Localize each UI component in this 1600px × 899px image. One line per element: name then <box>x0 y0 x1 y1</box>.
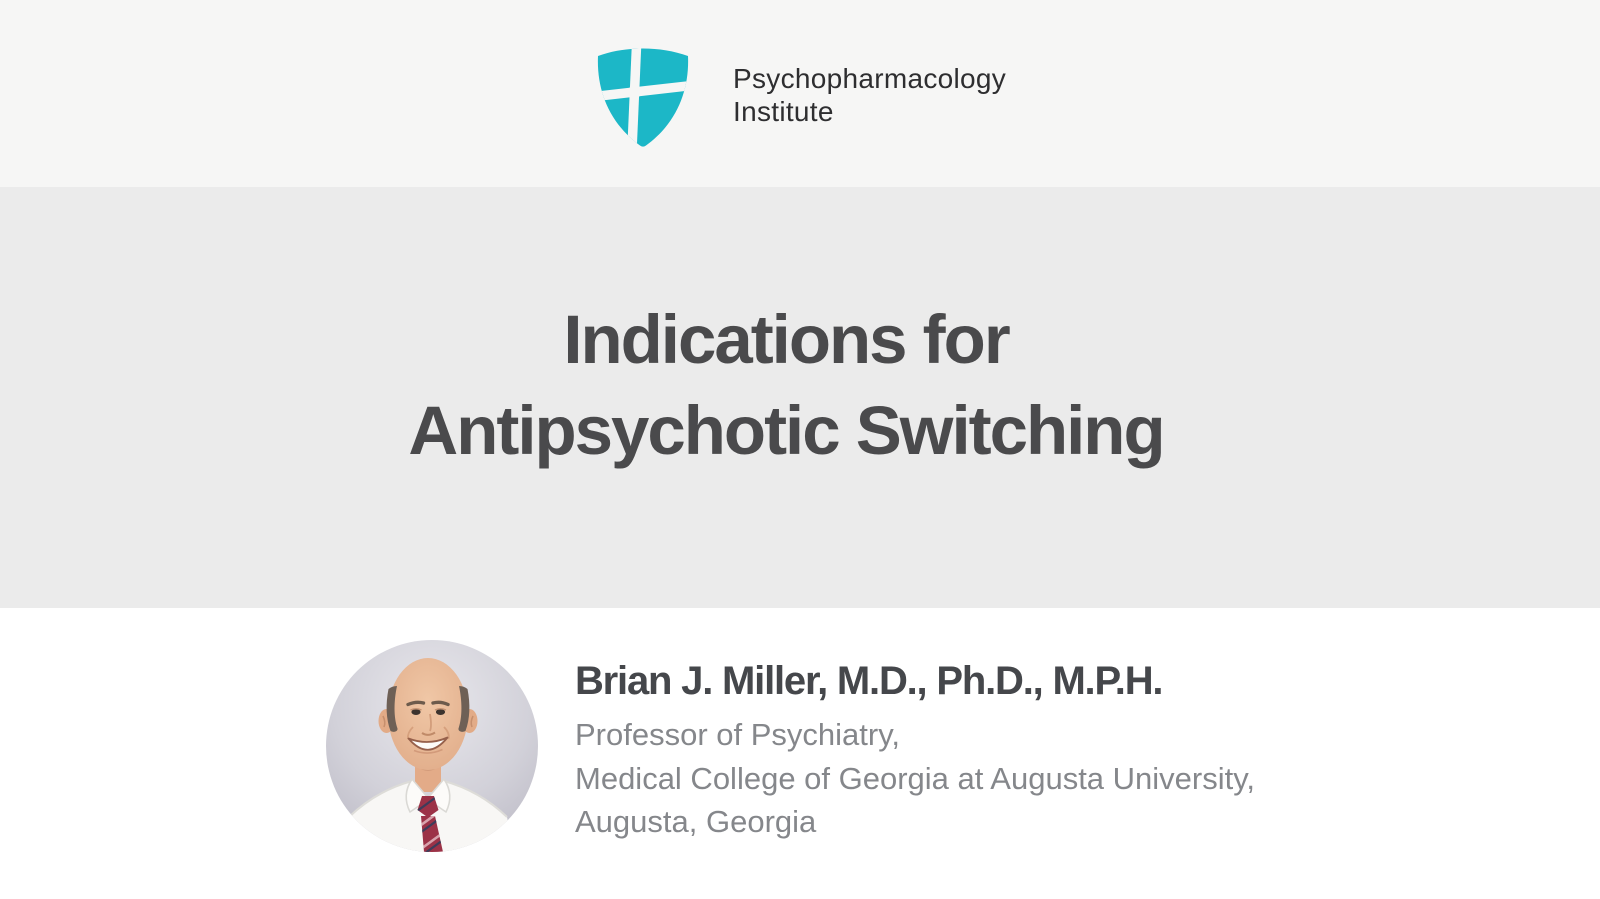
presenter-location: Augusta, Georgia <box>575 804 817 839</box>
slide-title: Indications for Antipsychotic Switching <box>0 294 1600 476</box>
brand-name-line1: Psychopharmacology <box>733 63 1007 94</box>
presenter-band: Brian J. Miller, M.D., Ph.D., M.P.H. Pro… <box>0 608 1600 899</box>
presenter-affiliation: Medical College of Georgia at Augusta Un… <box>575 760 1256 796</box>
shield-logo-icon <box>597 48 689 147</box>
title-line-1: Indications for <box>563 301 1010 378</box>
presenter-name: Brian J. Miller, M.D., Ph.D., M.P.H. <box>575 659 1164 703</box>
presenter-portrait-illustration <box>326 640 538 852</box>
presenter-role: Professor of Psychiatry, <box>575 717 901 752</box>
header-band: Psychopharmacology Institute <box>0 0 1600 187</box>
brand-name: Psychopharmacology Institute <box>733 62 1006 128</box>
presenter-info: Brian J. Miller, M.D., Ph.D., M.P.H. Pro… <box>575 658 1255 844</box>
presenter-photo <box>326 640 538 852</box>
brand-name-line2: Institute <box>733 96 834 127</box>
title-band: Indications for Antipsychotic Switching <box>0 187 1600 608</box>
title-line-2: Antipsychotic Switching <box>408 392 1165 469</box>
